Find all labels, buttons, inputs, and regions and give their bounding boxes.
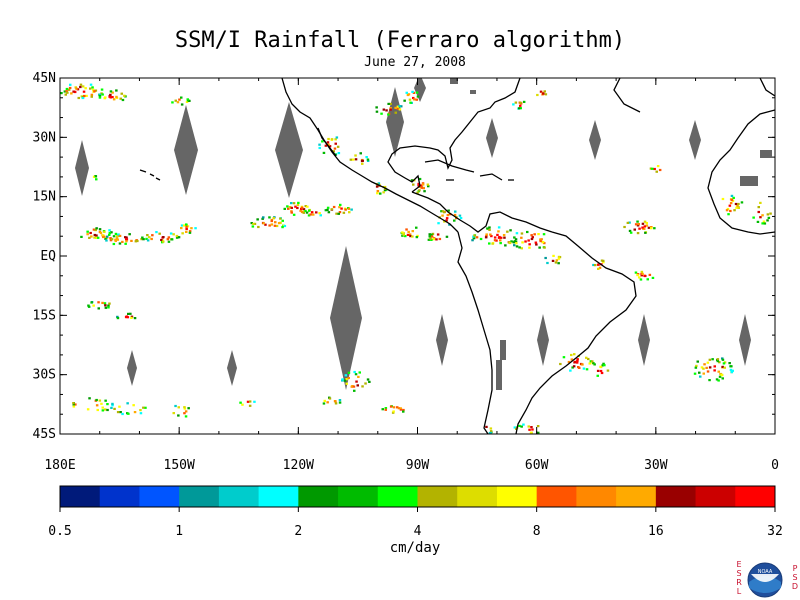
colorbar-swatch [735,486,776,507]
colorbar-tick-label: 16 [648,524,664,539]
no-data-gap [739,314,751,366]
map-date: June 27, 2008 [364,55,466,70]
coast-central-america [411,191,553,233]
lon-label: 150W [164,458,195,473]
coast-north-america-east [387,78,521,193]
lat-label: EQ [40,249,56,264]
lat-label: 30N [33,130,56,145]
colorbar: 0.5 1 2 4 8 16 32 [48,485,783,539]
svg-text:NOAA: NOAA [758,569,773,575]
colorbar-tick-label: 4 [414,524,422,539]
no-data-gap [436,314,448,366]
colorbar-swatch [60,486,101,507]
lon-label: 60W [525,458,549,473]
lon-label: 90W [406,458,430,473]
coast-hawaii [139,169,161,181]
lat-label: 15S [33,308,56,323]
no-data-gap [486,118,498,158]
lon-label: 120W [283,458,314,473]
colorbar-swatch [536,486,577,507]
no-data-gap [330,246,362,390]
no-data-gap [689,120,701,160]
no-data-gap [638,314,650,366]
coast-north-america-west [281,78,459,233]
no-data-gap [174,105,198,195]
colorbar-swatch [139,486,180,507]
elevated-terrain [450,78,772,390]
colorbar-swatch [655,486,697,507]
coast-south-america [457,231,637,434]
coast-africa [707,109,775,235]
colorbar-swatch [377,486,418,507]
colorbar-swatch [616,486,657,507]
coast-hispaniola [479,173,503,181]
colorbar-swatch [457,486,498,507]
lat-label: 45N [33,71,56,86]
colorbar-swatch [258,486,299,507]
no-data-gap [589,120,601,160]
coast-newfoundland [613,78,641,113]
map-background [60,78,775,434]
coast-baja [317,127,337,157]
map-title: SSM/I Rainfall (Ferraro algorithm) [174,28,626,53]
colorbar-tick-label: 0.5 [48,524,71,539]
map-axes: 45N 30N 15N EQ 15S 30S 45S 180E 150W 120W 90W 60W 30… [33,71,779,473]
lat-label: 30S [33,368,56,383]
lat-label: 15N [33,190,56,205]
colorbar-swatch [417,486,458,507]
lon-label: 30W [644,458,668,473]
lon-label: 180E [44,458,75,473]
map-content [60,78,775,434]
colorbar-swatch [338,486,379,507]
esrl-letters: E S R L [736,560,742,596]
no-data-gap [75,140,89,196]
colorbar-unit-label: cm/day [389,540,441,556]
no-data-gap [537,314,549,366]
colorbar-swatch [99,486,140,507]
lat-label: 45S [33,427,56,442]
psd-letters: P S D [791,564,799,591]
colorbar-swatch [179,486,220,507]
colorbar-swatch [496,486,538,507]
coastlines [139,78,775,434]
colorbar-swatch [576,486,617,507]
colorbar-tick-label: 2 [294,524,302,539]
colorbar-tick-label: 32 [767,524,783,539]
noaa-badge-icon: NOAA [747,562,783,598]
no-data-gap [275,102,303,198]
lon-label: 0 [771,458,779,473]
no-data-gap [127,350,137,386]
colorbar-swatch [218,486,260,507]
coast-iberia [759,78,775,97]
no-data-gap [227,350,237,386]
colorbar-swatch [298,486,339,507]
colorbar-tick-label: 1 [175,524,183,539]
noaa-esrl-logo: E S R L NOAA P S D [733,560,800,600]
colorbar-swatch [695,486,736,507]
colorbar-tick-label: 8 [533,524,541,539]
coast-cuba [424,159,475,173]
